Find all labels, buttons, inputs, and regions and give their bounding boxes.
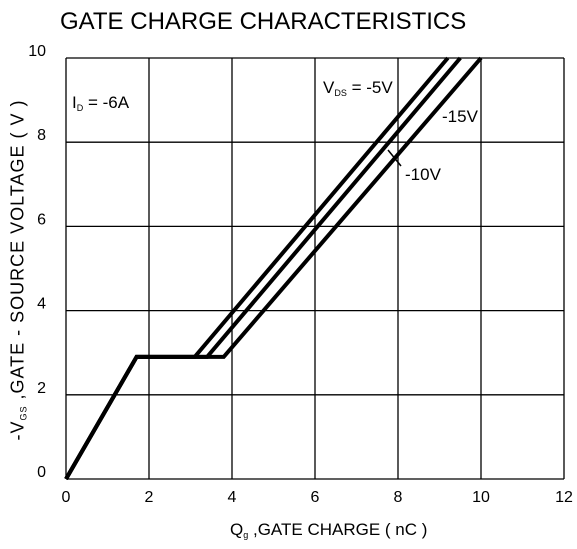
label-15v: -15V bbox=[442, 107, 478, 126]
x-tick-label: 12 bbox=[555, 489, 573, 506]
series-lines bbox=[64, 56, 483, 481]
y-tick-label: 10 bbox=[28, 43, 46, 60]
y-axis-label: -VGS ,GATE - SOURCE VOLTAGE ( V ) bbox=[7, 99, 29, 441]
chart-title: GATE CHARGE CHARACTERISTICS bbox=[60, 8, 467, 35]
id-annotation: ID = -6A bbox=[72, 93, 130, 113]
series-line bbox=[64, 56, 450, 481]
series-line bbox=[64, 56, 462, 481]
x-tick-label: 2 bbox=[145, 489, 154, 506]
series-line bbox=[64, 56, 483, 481]
y-tick-label: 8 bbox=[37, 127, 46, 144]
y-tick-label: 4 bbox=[37, 296, 46, 313]
x-tick-label: 0 bbox=[62, 489, 71, 506]
tick-labels: 0 2 4 6 8 10 12 0 2 4 6 8 10 bbox=[28, 43, 573, 506]
x-tick-label: 4 bbox=[228, 489, 237, 506]
x-tick-label: 8 bbox=[394, 489, 403, 506]
y-tick-label: 6 bbox=[37, 211, 46, 228]
vds-annotation: VDS = -5V bbox=[323, 78, 393, 98]
vds-pointer bbox=[387, 149, 402, 167]
x-tick-label: 10 bbox=[472, 489, 490, 506]
x-tick-label: 6 bbox=[311, 489, 320, 506]
y-tick-label: 2 bbox=[37, 380, 46, 397]
y-tick-label: 0 bbox=[37, 464, 46, 481]
label-10v: -10V bbox=[405, 165, 441, 184]
grid bbox=[65, 57, 565, 480]
x-axis-label: Qg ,GATE CHARGE ( nC ) bbox=[230, 520, 428, 540]
